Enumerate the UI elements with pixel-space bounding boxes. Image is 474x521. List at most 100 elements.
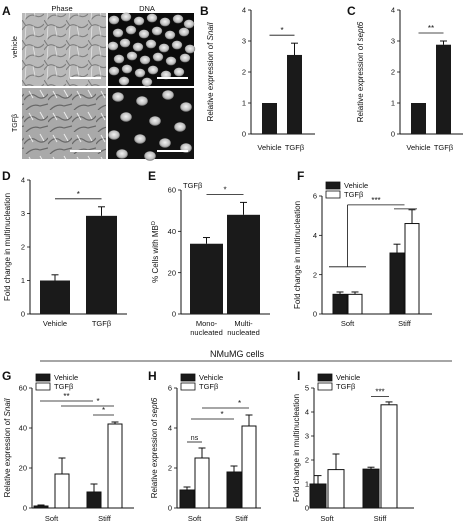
y-axis-label-gene: sept6	[356, 21, 365, 41]
nucleus-vehicle	[138, 29, 150, 39]
panel-letter: I	[297, 369, 300, 383]
y-axis-label-prefix: Relative expression of	[356, 41, 365, 122]
bar-vehicle	[226, 471, 242, 509]
significance-label: **	[63, 392, 69, 401]
bar-vehicle	[86, 491, 102, 509]
nucleus-vehicle	[145, 39, 157, 49]
nucleus-vehicle	[132, 42, 144, 52]
category-label: Vehicle	[43, 319, 67, 328]
panel-a-row-label-vehicle: vehicle	[12, 36, 19, 58]
legend-swatch	[35, 382, 51, 391]
y-tick-label: 4	[21, 176, 25, 185]
y-tick-label: 0	[172, 310, 176, 319]
category-label: nucleated	[227, 328, 260, 337]
y-axis-label-gene: sept6	[150, 397, 159, 417]
y-tick-label: 2	[313, 270, 317, 279]
bar	[411, 103, 426, 134]
nucleus-tgfb	[136, 96, 148, 106]
y-tick-label: 3	[305, 432, 309, 441]
bar-vehicle	[362, 468, 380, 509]
significance-label: ns	[191, 435, 199, 442]
y-axis-label-text: Fold change in multinucleation	[293, 201, 302, 309]
category-label: Stiff	[235, 514, 249, 521]
y-tick-label: 4	[313, 231, 317, 240]
y-tick-label: 20	[168, 268, 176, 277]
bar-vehicle	[309, 483, 327, 509]
nucleus-vehicle	[179, 53, 191, 63]
y-tick-label: 3	[391, 37, 395, 46]
legend-label: TGFβ	[54, 382, 74, 391]
micrograph-phase-tgfb	[22, 88, 106, 159]
significance-label: ***	[371, 196, 380, 205]
significance-label: *	[77, 190, 80, 199]
chart-h: H 0 2 4 6 Relative expression of sept6 Soft Sti…	[148, 369, 261, 521]
category-label: nucleated	[190, 328, 223, 337]
legend-label: Vehicle	[54, 373, 78, 382]
y-axis-label-sup: D	[151, 221, 157, 225]
y-tick-label: 0	[21, 310, 25, 319]
nucleus-tgfb	[120, 112, 132, 122]
nucleus-tgfb	[112, 92, 124, 102]
y-tick-label: 1	[242, 99, 246, 108]
nucleus-vehicle	[126, 51, 138, 61]
panel-letter: E	[148, 169, 156, 183]
legend-swatch	[180, 373, 196, 382]
y-tick-label: 60	[168, 186, 176, 195]
y-tick-label: 2	[168, 464, 172, 473]
y-tick-label: 4	[168, 424, 172, 433]
panel-a-col-label-dna: DNA	[139, 4, 155, 13]
legend-swatch	[317, 373, 333, 382]
y-tick-label: 60	[19, 384, 27, 393]
nucleus-vehicle	[171, 40, 183, 50]
panel-letter: F	[297, 169, 304, 183]
nucleus-vehicle	[108, 15, 120, 25]
y-tick-label: 1	[21, 276, 25, 285]
panel-a: A Phase DNA vehicle TGFβ	[2, 4, 196, 161]
legend-swatch	[317, 382, 333, 391]
bar	[436, 44, 451, 134]
y-tick-label: 20	[19, 464, 27, 473]
panel-letter: H	[148, 369, 157, 383]
nucleus-vehicle	[133, 16, 145, 26]
y-tick-label: 3	[21, 209, 25, 218]
nucleus-vehicle	[108, 66, 120, 76]
y-tick-label: 0	[23, 504, 27, 513]
bar	[190, 243, 223, 314]
category-label: TGFβ	[434, 143, 454, 152]
y-tick-label: 1	[305, 480, 309, 489]
legend-label: Vehicle	[344, 181, 368, 190]
y-axis-label-prefix: Relative expression of	[150, 417, 159, 498]
y-tick-label: 4	[242, 6, 246, 15]
bar	[287, 54, 302, 135]
y-tick-label: 5	[305, 384, 309, 393]
y-tick-label: 3	[242, 37, 246, 46]
y-tick-label: 6	[313, 192, 317, 201]
nucleus-vehicle	[151, 26, 163, 36]
nucleus-vehicle	[125, 25, 137, 35]
nucleus-vehicle	[119, 38, 131, 48]
nucleus-vehicle	[173, 67, 185, 77]
y-axis-label: % Cells with MBD	[151, 221, 160, 283]
legend-swatch	[325, 190, 341, 199]
significance-label: ***	[375, 387, 384, 396]
bar-vehicle	[389, 252, 405, 315]
category-label: Soft	[45, 514, 59, 521]
y-tick-label: 6	[168, 384, 172, 393]
category-label: TGFβ	[285, 143, 305, 152]
section-label: NMuMG cells	[210, 349, 265, 359]
panel-letter: B	[200, 4, 209, 18]
chart-i: I 0 1 2 3 4 5 Fold change in multinucleation Sof…	[292, 369, 414, 521]
nucleus-vehicle	[183, 19, 195, 29]
nucleus-tgfb	[108, 130, 120, 140]
legend-swatch	[180, 382, 196, 391]
bar-tgfb	[241, 425, 257, 509]
nucleus-vehicle	[134, 68, 146, 78]
nucleus-vehicle	[184, 44, 196, 54]
bar-vehicle	[332, 293, 348, 315]
legend-label: TGFβ	[344, 190, 364, 199]
legend-label: TGFβ	[336, 382, 356, 391]
chart-f: F 0 2 4 6 Fold change in multinucleation Soft S…	[293, 169, 432, 328]
panel-letter: C	[347, 4, 356, 18]
nucleus-vehicle	[107, 41, 119, 51]
bar	[262, 103, 277, 134]
